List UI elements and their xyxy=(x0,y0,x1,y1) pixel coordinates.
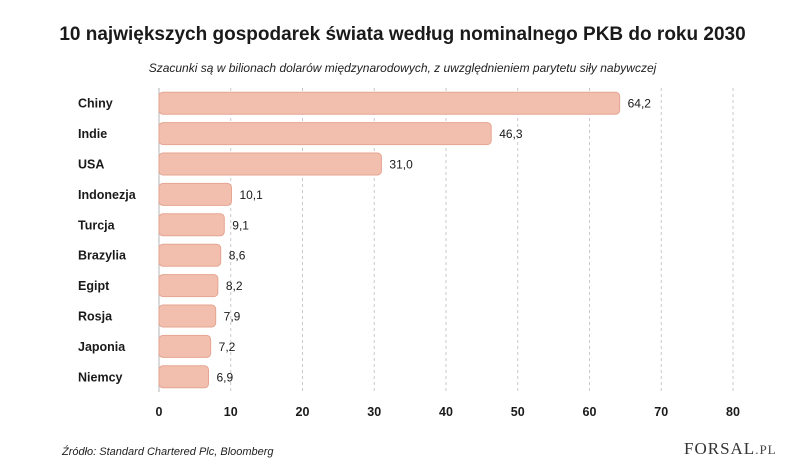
logo-suffix: .PL xyxy=(755,442,777,457)
category-label: USA xyxy=(78,158,104,172)
bar xyxy=(158,274,219,298)
category-label: Turcja xyxy=(78,218,116,232)
bar xyxy=(158,365,210,389)
category-label: Brazylia xyxy=(78,249,127,263)
category-label: Rosja xyxy=(78,310,113,324)
value-label: 6,9 xyxy=(217,370,234,384)
value-label: 7,9 xyxy=(224,310,241,324)
bar xyxy=(158,91,621,115)
category-label: Niemcy xyxy=(78,370,123,384)
category-label: Indie xyxy=(78,127,107,141)
x-tick-label: 30 xyxy=(367,405,381,419)
value-label: 7,2 xyxy=(219,340,236,354)
x-tick-label: 80 xyxy=(726,405,740,419)
bar xyxy=(158,304,217,328)
category-label: Chiny xyxy=(78,97,113,111)
bar xyxy=(158,182,232,206)
x-tick-label: 60 xyxy=(583,405,597,419)
source-note: Źródło: Standard Chartered Plc, Bloomber… xyxy=(62,446,274,458)
category-label: Indonezja xyxy=(78,188,137,202)
x-tick-label: 70 xyxy=(654,405,668,419)
bar xyxy=(158,213,225,237)
value-label: 8,2 xyxy=(226,279,243,293)
value-label: 9,1 xyxy=(232,218,249,232)
logo-text: FORSAL xyxy=(684,439,756,458)
bar xyxy=(158,152,382,176)
category-label: Japonia xyxy=(78,340,126,354)
bar xyxy=(158,122,492,146)
bar xyxy=(158,243,222,267)
value-label: 31,0 xyxy=(389,158,413,172)
category-label: Egipt xyxy=(78,279,110,293)
value-label: 46,3 xyxy=(499,127,523,141)
chart-subtitle: Szacunki są w bilionach dolarów międzyna… xyxy=(148,61,657,75)
x-tick-label: 10 xyxy=(224,405,238,419)
chart-title: 10 największych gospodarek świata według… xyxy=(59,24,746,45)
forsal-logo: FORSAL.PL xyxy=(684,439,777,459)
x-tick-label: 50 xyxy=(511,405,525,419)
value-label: 10,1 xyxy=(239,188,263,202)
x-tick-label: 20 xyxy=(296,405,310,419)
x-tick-label: 0 xyxy=(156,405,163,419)
bar xyxy=(158,334,212,358)
value-label: 64,2 xyxy=(628,97,652,111)
value-label: 8,6 xyxy=(229,249,246,263)
x-tick-label: 40 xyxy=(439,405,453,419)
